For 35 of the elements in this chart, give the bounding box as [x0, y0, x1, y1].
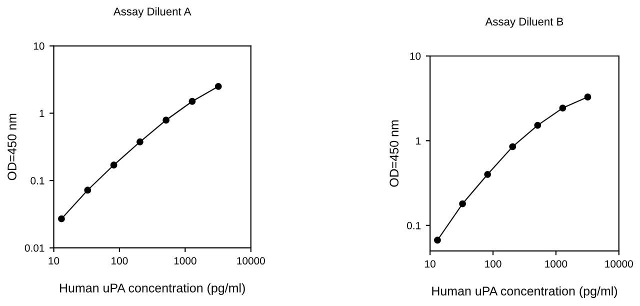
x-tick-label: 10 — [48, 257, 60, 265]
point — [162, 116, 170, 124]
chart-title: Assay Diluent A — [113, 7, 192, 18]
x-axis-title: Human uPA concentration (pg/ml) — [432, 286, 618, 298]
y-tick-label: 1 — [40, 110, 44, 117]
point — [214, 82, 222, 90]
point — [484, 170, 492, 178]
point — [110, 162, 118, 168]
y-tick-label: 10 — [34, 42, 44, 50]
point — [188, 98, 196, 105]
point — [559, 104, 566, 112]
x-axis-title: Human uPA concentration (pg/ml) — [60, 283, 245, 295]
y-axis-title: OD=450 nm — [390, 120, 399, 187]
x-tick-label: 10 — [425, 260, 436, 268]
point — [459, 200, 466, 208]
y-tick-label: 0.1 — [30, 177, 44, 184]
y-tick-label: 10 — [410, 52, 421, 60]
point — [136, 138, 144, 146]
x-tick-label: 10000 — [237, 257, 265, 265]
point — [84, 186, 92, 194]
y-axis-title: OD=450 nm — [8, 114, 16, 180]
x-tick-label: 100 — [112, 257, 128, 265]
x-tick-label: 100 — [485, 260, 502, 268]
y-tick-label: 0.1 — [406, 222, 421, 230]
x-tick-label: 1000 — [545, 260, 568, 268]
point — [58, 215, 65, 222]
point — [434, 236, 441, 244]
x-tick-label: 1000 — [174, 257, 196, 265]
x-tick-label: 10000 — [605, 260, 633, 268]
point — [584, 94, 592, 100]
chart-title: Assay Diluent B — [485, 17, 564, 28]
point — [534, 122, 542, 129]
y-tick-label: 0.01 — [24, 244, 44, 252]
point — [509, 143, 516, 150]
y-tick-label: 1 — [416, 137, 421, 144]
